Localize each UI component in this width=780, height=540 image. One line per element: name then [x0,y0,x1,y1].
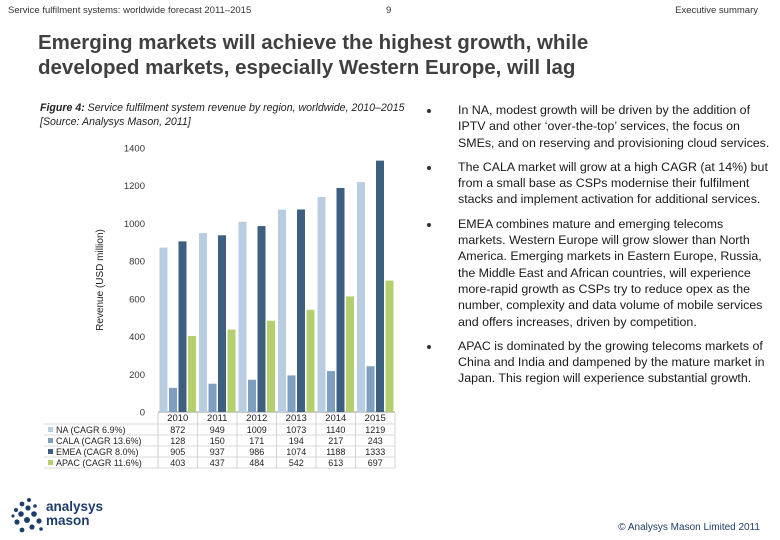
x-tick-label: 2010 [167,413,188,424]
bar-emea-2014 [336,187,345,412]
slide-title-line-2: developed markets, especially Western Eu… [38,56,576,79]
table-value: 937 [210,447,225,457]
y-tick-label: 0 [140,408,145,419]
x-tick-label: 2012 [246,413,267,424]
figure-caption-text: Service fulfilment system revenue by reg… [40,102,405,128]
bar-cala-2012 [248,379,256,412]
y-tick-label: 1200 [124,181,145,192]
bullet-text: APAC is dominated by the growing telecom… [458,338,765,386]
bullet-dot [427,222,431,227]
logo-line-2: mason [46,513,90,528]
page-number: 9 [386,5,392,16]
bar-emea-2011 [218,235,226,412]
bar-emea-2010 [178,241,187,412]
bullet-dot [427,109,431,113]
figure-label: Figure 4: [40,102,85,114]
legend-swatch-emea [48,449,53,454]
legend-swatch-cala [48,438,53,443]
table-value: 1073 [286,425,306,435]
header-section: Executive summary [675,5,758,16]
slide-title-line-1: Emerging markets will achieve the highes… [38,31,589,54]
table-value: 194 [289,436,304,446]
analysys-mason-logo-icon [11,498,43,533]
table-value: 1009 [247,425,267,435]
bullet-text: In NA, modest growth will be driven by t… [458,103,770,150]
x-tick-label: 2013 [286,413,307,424]
table-value: 613 [328,458,343,468]
table-value: 1333 [365,447,385,457]
header-doc-title: Service fulfilment systems: worldwide fo… [8,5,252,16]
bar-apac-2015 [385,280,394,412]
x-tick-label: 2014 [325,413,346,424]
legend-label: NA (CAGR 6.9%) [56,425,126,435]
table-value: 697 [368,458,383,468]
bullet-item: APAC is dominated by the growing telecom… [426,338,774,387]
table-value: 217 [328,436,343,446]
bar-cala-2010 [169,387,177,412]
bullet-list: In NA, modest growth will be driven by t… [426,102,774,395]
bullet-dot [427,165,431,170]
bar-apac-2012 [267,320,275,412]
x-tick-label: 2015 [365,413,386,424]
bar-na-2015 [357,182,365,412]
table-value: 1188 [326,447,345,457]
y-tick-label: 800 [129,257,145,268]
bar-apac-2010 [188,336,196,412]
logo-wordmark: analysys mason [46,500,103,528]
table-value: 171 [249,436,264,446]
legend-label: EMEA (CAGR 8.0%) [56,447,139,457]
bar-cala-2014 [327,371,335,412]
bar-emea-2012 [257,226,266,412]
legend-label: CALA (CAGR 13.6%) [56,436,142,446]
table-value: 128 [170,436,185,446]
table-value: 986 [249,447,264,457]
y-tick-label: 1400 [124,144,145,155]
table-value: 437 [210,458,225,468]
bar-apac-2014 [346,296,354,412]
bullet-item: In NA, modest growth will be driven by t… [426,102,774,151]
table-value: 403 [170,458,185,468]
bar-cala-2011 [208,383,217,412]
bar-na-2013 [278,209,286,412]
bullet-item: EMEA combines mature and emerging teleco… [426,216,774,330]
bar-emea-2013 [297,209,305,412]
x-tick-label: 2011 [207,413,227,424]
table-value: 542 [289,458,304,468]
bar-cala-2015 [366,366,375,412]
copyright-notice: © Analysys Mason Limited 2011 [618,522,760,533]
y-tick-label: 200 [129,370,145,381]
bar-na-2012 [238,221,247,412]
revenue-bar-chart: 0 200 400 600 800 1000 1200 1400 Revenue (USD mi… [44,144,396,469]
bullet-dot [427,344,431,349]
bar-na-2014 [317,197,326,412]
legend-swatch-apac [48,460,53,465]
bar-emea-2015 [376,160,384,412]
logo-line-1: analysys [46,499,104,514]
slide-title: Emerging markets will achieve the highes… [38,30,758,80]
y-axis-label: Revenue (USD million) [95,229,106,331]
bar-na-2011 [199,233,207,412]
bullet-text: The CALA market will grow at a high CAGR… [458,159,768,207]
table-value: 484 [249,458,264,468]
legend-label: APAC (CAGR 11.6%) [56,458,142,468]
y-tick-label: 600 [129,294,145,305]
table-value: 1074 [286,447,306,457]
table-value: 872 [170,425,185,435]
legend-swatch-na [48,427,53,432]
bullet-item: The CALA market will grow at a high CAGR… [426,159,774,208]
bar-cala-2013 [287,375,296,412]
bar-apac-2013 [306,309,315,412]
table-value: 243 [368,436,383,446]
table-value: 150 [210,436,225,446]
y-tick-label: 400 [129,332,145,343]
table-value: 949 [210,425,225,435]
figure-caption: Figure 4: Service fulfilment system reve… [40,101,420,129]
bar-na-2010 [159,247,168,412]
bar-apac-2011 [227,329,236,412]
bullet-text: EMEA combines mature and emerging teleco… [458,216,763,329]
y-tick-label: 1000 [124,219,145,230]
table-value: 1140 [326,425,345,435]
table-value: 1219 [365,425,385,435]
table-value: 905 [170,447,185,457]
